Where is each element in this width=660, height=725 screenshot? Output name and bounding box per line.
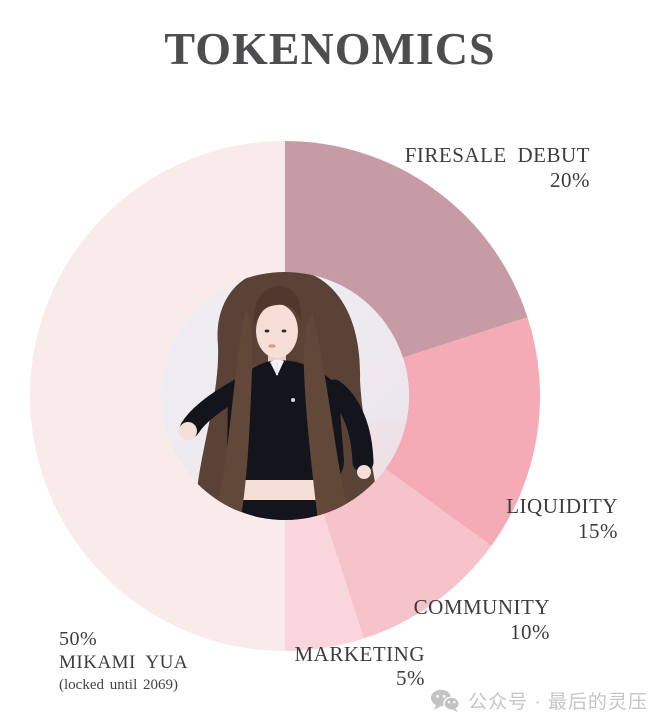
- label-mikami-yua: 50% MIKAMI YUA (locked until 2069): [59, 628, 188, 697]
- label-firesale-debut-pct: 20%: [550, 168, 590, 192]
- label-marketing-pct: 5%: [396, 666, 425, 690]
- pie-slice-liquidity: [385, 317, 541, 546]
- label-mikami-yua-pct: 50%: [59, 628, 98, 650]
- label-marketing: MARKETING 5%: [295, 642, 426, 690]
- label-liquidity-name: LIQUIDITY: [506, 494, 618, 518]
- pie-slice-mikami-yua: [30, 141, 285, 651]
- label-community-name: COMMUNITY: [413, 595, 550, 619]
- label-community: COMMUNITY 10%: [414, 595, 550, 645]
- label-liquidity: LIQUIDITY 15%: [506, 494, 618, 544]
- label-community-pct: 10%: [510, 620, 550, 644]
- pie-slice-firesale-debut: [285, 141, 528, 358]
- pie-slice-community: [323, 468, 492, 639]
- watermark-text: 公众号 · 最后的灵压: [468, 692, 648, 713]
- watermark: 公众号 · 最后的灵压: [430, 687, 648, 714]
- label-firesale-debut-name: FIRESALE DEBUT: [404, 143, 590, 167]
- center-photo-mikami-yua: [161, 272, 409, 520]
- pie-slice-marketing: [285, 513, 364, 651]
- label-marketing-name: MARKETING: [294, 642, 425, 666]
- page-title: TOKENOMICS: [164, 23, 496, 74]
- wechat-icon: [431, 689, 461, 712]
- label-firesale-debut: FIRESALE DEBUT 20%: [405, 143, 590, 193]
- label-mikami-yua-name: MIKAMI YUA: [59, 652, 189, 673]
- label-liquidity-pct: 15%: [578, 519, 618, 543]
- label-mikami-yua-note: (locked until 2069): [59, 677, 178, 693]
